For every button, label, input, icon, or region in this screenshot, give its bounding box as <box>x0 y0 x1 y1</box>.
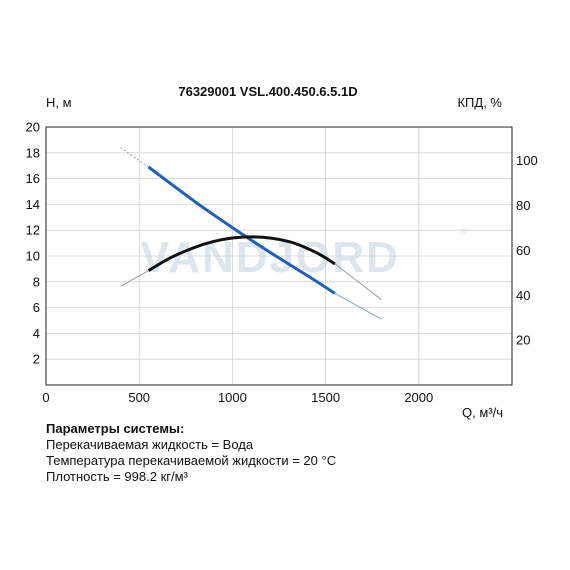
y-tick-label: 12 <box>26 223 40 238</box>
pump-curve-chart: 76329001 VSL.400.450.6.5.1D H, м КПД, % … <box>26 84 538 420</box>
y-tick-label: 6 <box>33 300 40 315</box>
efficiency-curve-extension-right <box>334 263 382 301</box>
x-axis-label: Q, м³/ч <box>462 405 503 420</box>
y2-tick-label: 20 <box>516 333 530 348</box>
x-tick-label: 1500 <box>311 390 340 405</box>
watermark: VANDJORD <box>140 233 400 282</box>
y2-tick-label: 40 <box>516 288 530 303</box>
y-tick-label: 20 <box>26 120 40 135</box>
watermark-registered-mark: ® <box>458 225 469 238</box>
y-axis-label: H, м <box>46 95 72 110</box>
param-line-density: Плотность = 998.2 кг/м³ <box>46 469 188 484</box>
y-tick-label: 8 <box>33 274 40 289</box>
y-tick-label: 10 <box>26 249 40 264</box>
y2-tick-label: 80 <box>516 198 530 213</box>
chart-title: 76329001 VSL.400.450.6.5.1D <box>178 84 357 99</box>
param-line-temperature: Температура перекачиваемой жидкости = 20… <box>46 453 337 468</box>
y-tick-label: 2 <box>33 352 40 367</box>
x-tick-label: 2000 <box>404 390 433 405</box>
y-tick-label: 14 <box>26 197 40 212</box>
head-curve-extension-right <box>334 292 382 320</box>
y-tick-label: 4 <box>33 326 40 341</box>
y-tick-label: 18 <box>26 145 40 160</box>
param-line-fluid: Перекачиваемая жидкость = Вода <box>46 437 254 452</box>
y2-tick-label: 100 <box>516 153 538 168</box>
y2-axis-label: КПД, % <box>457 95 502 110</box>
x-tick-label: 1000 <box>218 390 247 405</box>
y-tick-label: 16 <box>26 171 40 186</box>
system-parameters-heading: Параметры системы: <box>46 421 185 436</box>
efficiency-curve <box>147 235 336 272</box>
head-curve <box>147 165 336 295</box>
head-curve-extension-left <box>120 147 149 168</box>
system-parameters: Параметры системы: Перекачиваемая жидкос… <box>46 421 546 485</box>
x-tick-label: 500 <box>128 390 150 405</box>
y2-tick-label: 60 <box>516 243 530 258</box>
efficiency-curve-extension-left <box>120 270 149 287</box>
plot-frame <box>45 126 513 386</box>
x-tick-label: 0 <box>42 390 49 405</box>
